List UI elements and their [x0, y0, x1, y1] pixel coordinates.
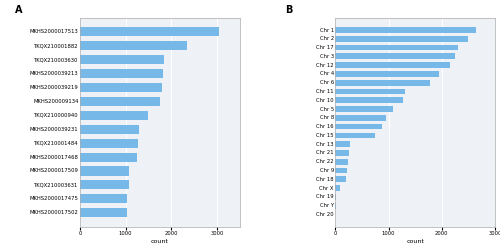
Text: A: A	[15, 5, 22, 15]
Bar	[80, 41, 187, 50]
Bar	[80, 125, 140, 134]
Bar	[80, 111, 148, 120]
Bar	[336, 141, 350, 147]
X-axis label: count: count	[151, 239, 168, 244]
Bar	[336, 27, 476, 33]
Bar	[336, 185, 340, 191]
Text: B: B	[286, 5, 293, 15]
Bar	[80, 194, 128, 203]
Bar	[336, 62, 450, 68]
Bar	[336, 71, 439, 77]
Bar	[80, 208, 126, 217]
Bar	[80, 167, 130, 175]
Bar	[336, 176, 346, 182]
Bar	[80, 27, 219, 36]
Bar	[336, 124, 382, 130]
Bar	[80, 55, 164, 64]
Bar	[336, 106, 393, 112]
Bar	[336, 168, 347, 173]
Bar	[336, 53, 455, 59]
Bar	[336, 133, 376, 138]
Bar	[336, 150, 348, 156]
Bar	[80, 69, 163, 78]
Bar	[80, 180, 129, 190]
Bar	[80, 152, 137, 162]
Bar	[336, 115, 386, 121]
X-axis label: count: count	[406, 239, 424, 244]
Bar	[336, 89, 404, 94]
Bar	[336, 80, 430, 85]
Bar	[336, 98, 404, 103]
Bar	[80, 97, 160, 106]
Bar	[336, 36, 468, 42]
Bar	[336, 159, 348, 165]
Bar	[80, 83, 162, 92]
Bar	[336, 45, 458, 50]
Bar	[80, 139, 138, 148]
